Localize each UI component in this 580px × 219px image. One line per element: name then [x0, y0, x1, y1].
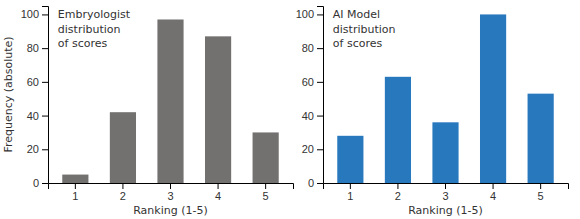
y-tick: 20: [27, 143, 48, 155]
x-tick-mark: [350, 183, 351, 189]
y-axis: 0 20 40 60 80 100: [296, 7, 324, 190]
y-tick-mark: [42, 48, 48, 49]
x-tick-label: 4: [215, 190, 221, 202]
x-tick-label: 5: [263, 190, 269, 202]
bar: [385, 77, 411, 183]
y-tick: 80: [27, 42, 48, 54]
y-tick-label: 80: [302, 42, 314, 54]
x-axis: 1 2 3 4 5: [49, 183, 294, 202]
title-line: of scores: [58, 37, 108, 50]
y-axis-line: [317, 7, 324, 184]
y-tick-mark: [317, 82, 323, 83]
x-tick: 2: [120, 183, 126, 202]
bar: [110, 112, 136, 183]
x-tick-mark: [397, 183, 398, 189]
y-tick-mark: [317, 14, 323, 15]
x-tick-mark: [170, 183, 171, 189]
y-tick: 60: [302, 76, 323, 88]
x-tick: 5: [538, 183, 544, 202]
y-tick-label: 80: [27, 42, 39, 54]
x-axis-line: [49, 184, 294, 190]
y-tick-label: 100: [21, 8, 39, 20]
title-line: of scores: [333, 37, 383, 50]
y-tick-mark: [317, 149, 323, 150]
y-tick-label: 60: [302, 76, 314, 88]
figure: 12345020406080100Ranking (1-5)Frequency …: [0, 0, 580, 219]
x-tick-label: 5: [538, 190, 544, 202]
y-tick: 0: [33, 177, 48, 189]
y-tick: 40: [302, 110, 323, 122]
title: Embryologist distributionof scores: [58, 8, 131, 50]
y-tick-mark: [42, 82, 48, 83]
y-tick-label: 40: [27, 110, 39, 122]
y-tick: 100: [296, 8, 323, 20]
x-axis-title: Ranking (1-5): [408, 204, 483, 217]
panel: 1 2 3 4 5 0 20 40 60 80 100 Ranking (1-5) AI Model di…: [296, 7, 569, 218]
title-line: Embryologist: [58, 8, 131, 21]
x-tick-label: 2: [395, 190, 401, 202]
x-tick-mark: [218, 183, 219, 189]
y-tick: 0: [308, 177, 323, 189]
bar: [157, 19, 183, 183]
x-tick-label: 1: [72, 190, 78, 202]
y-tick-mark: [42, 149, 48, 150]
bar: [205, 36, 231, 183]
y-tick: 20: [302, 143, 323, 155]
x-axis-title: Ranking (1-5): [133, 204, 208, 217]
y-tick: 60: [27, 76, 48, 88]
y-axis-title: Frequency (absolute): [2, 36, 15, 152]
x-tick-mark: [122, 183, 123, 189]
title-line: distribution: [58, 23, 121, 36]
x-tick-mark: [75, 183, 76, 189]
y-axis: 0 20 40 60 80 100: [21, 7, 49, 190]
bar: [432, 122, 458, 183]
bar: [480, 14, 506, 183]
y-tick-label: 100: [296, 8, 314, 20]
panel: 1 2 3 4 5 0 20 40 60 80 100 Ranking (1-5) Frequency …: [2, 7, 294, 218]
y-tick-mark: [317, 183, 323, 184]
y-tick-mark: [42, 14, 48, 15]
y-tick-label: 0: [33, 177, 39, 189]
x-tick-label: 3: [167, 190, 173, 202]
y-tick-mark: [42, 183, 48, 184]
x-tick: 5: [263, 183, 269, 202]
x-tick-label: 3: [442, 190, 448, 202]
title-line: distribution: [333, 23, 396, 36]
y-tick-mark: [317, 48, 323, 49]
x-tick-mark: [540, 183, 541, 189]
y-tick-label: 60: [27, 76, 39, 88]
x-tick: 2: [395, 183, 401, 202]
y-axis-line: [42, 7, 49, 184]
title: AI Model distributionof scores: [333, 8, 396, 50]
x-tick-mark: [265, 183, 266, 189]
x-tick-label: 2: [120, 190, 126, 202]
y-tick-mark: [42, 116, 48, 117]
y-tick-mark: [317, 116, 323, 117]
y-tick-label: 40: [302, 110, 314, 122]
y-tick: 40: [27, 110, 48, 122]
x-tick-mark: [493, 183, 494, 189]
title-line: AI Model: [333, 8, 380, 21]
bar: [528, 94, 554, 183]
y-tick: 100: [21, 8, 48, 20]
x-axis: 1 2 3 4 5: [324, 183, 569, 202]
bar: [62, 175, 88, 183]
bar: [337, 136, 363, 183]
x-tick: 4: [215, 183, 221, 202]
x-tick-mark: [445, 183, 446, 189]
y-tick-label: 20: [302, 143, 314, 155]
bar: [253, 132, 279, 183]
y-tick: 80: [302, 42, 323, 54]
x-tick: 3: [442, 183, 448, 202]
x-tick: 1: [72, 183, 78, 202]
x-tick: 3: [167, 183, 173, 202]
x-axis-line: [324, 184, 569, 190]
x-tick-label: 1: [347, 190, 353, 202]
y-tick-label: 0: [308, 177, 314, 189]
x-tick: 4: [490, 183, 496, 202]
x-tick-label: 4: [490, 190, 496, 202]
x-tick: 1: [347, 183, 353, 202]
y-tick-label: 20: [27, 143, 39, 155]
